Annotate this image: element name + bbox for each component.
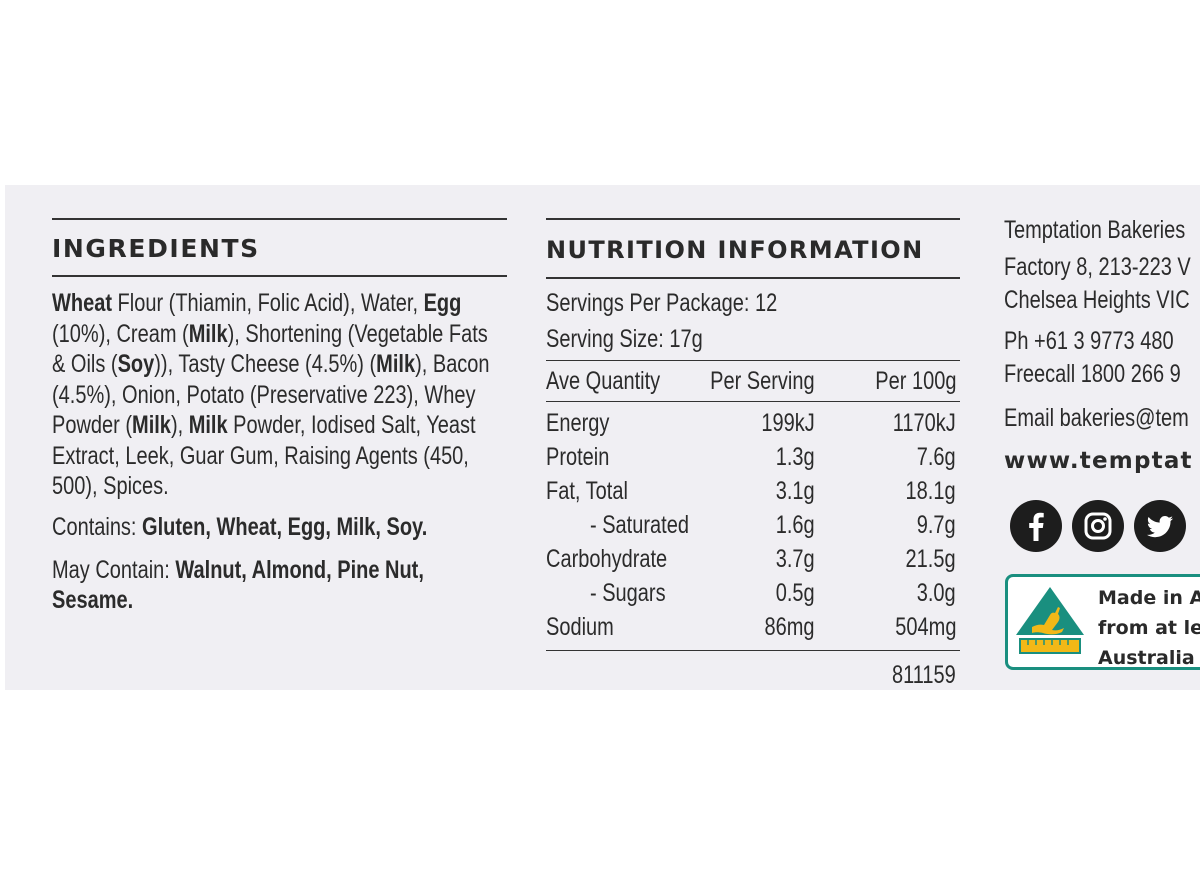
column-header-per-serving: Per Serving	[710, 367, 816, 395]
nutrient-per-100g: 18.1g	[905, 477, 956, 505]
company-address-line-2: Chelsea Heights VIC	[1004, 286, 1190, 314]
may-contain-statement-cont: Sesame.	[52, 586, 134, 614]
nutrient-per-serving: 1.6g	[776, 511, 815, 539]
product-code: 811159	[892, 661, 956, 689]
company-freecall: Freecall 1800 266 9	[1004, 360, 1181, 388]
nutrient-name: - Sugars	[590, 579, 666, 607]
nutrient-per-100g: 9.7g	[917, 511, 956, 539]
company-name: Temptation Bakeries	[1004, 216, 1186, 244]
ingredients-line: Extract, Leek, Guar Gum, Raising Agents …	[52, 441, 469, 470]
nutrition-heading-rule	[546, 277, 960, 279]
ingredients-line: & Oils (Soy)), Tasty Cheese (4.5%) (Milk…	[52, 350, 490, 378]
ingredients-heading: INGREDIENTS	[52, 234, 260, 263]
nutrient-name: Energy	[546, 409, 610, 437]
product-label-panel	[5, 185, 1200, 690]
column-header-ave-quantity: Ave Quantity	[546, 367, 661, 395]
nutrient-per-100g: 21.5g	[905, 545, 956, 573]
made-in-australia-badge: Made in A from at le Australia	[1005, 574, 1200, 670]
made-in-line-1: Made in A	[1098, 587, 1200, 609]
ingredients-line: Wheat Flour (Thiamin, Folic Acid), Water…	[52, 289, 462, 317]
nutrition-serving-rule	[546, 360, 960, 361]
twitter-icon	[1134, 500, 1186, 552]
instagram-icon	[1072, 500, 1124, 552]
nutrient-per-serving: 86mg	[764, 613, 815, 641]
nutrient-name: Carbohydrate	[546, 545, 668, 573]
ingredients-line: Powder (Milk), Milk Powder, Iodised Salt…	[52, 411, 476, 439]
nutrient-per-serving: 199kJ	[761, 409, 815, 437]
nutrient-per-100g: 3.0g	[917, 579, 956, 607]
column-header-per-100g: Per 100g	[874, 367, 956, 395]
contains-statement: Contains: Gluten, Wheat, Egg, Milk, Soy.	[52, 513, 428, 541]
nutrient-name: - Saturated	[590, 511, 689, 539]
ingredients-line: 500), Spices.	[52, 472, 169, 500]
nutrition-bottom-rule	[546, 650, 960, 651]
serving-size: Serving Size: 17g	[546, 325, 703, 353]
made-in-line-2: from at le	[1098, 617, 1200, 639]
made-in-line-3: Australia	[1098, 647, 1195, 669]
ingredients-line: (4.5%), Onion, Potato (Preservative 223)…	[52, 380, 476, 409]
nutrient-per-serving: 3.1g	[776, 477, 815, 505]
nutrient-per-100g: 504mg	[894, 613, 956, 641]
ingredients-line: (10%), Cream (Milk), Shortening (Vegetab…	[52, 319, 488, 348]
nutrition-header-rule	[546, 401, 960, 402]
nutrient-name: Sodium	[546, 613, 614, 641]
nutrition-top-rule	[546, 218, 960, 220]
may-contain-statement: May Contain: Walnut, Almond, Pine Nut,	[52, 556, 424, 584]
australian-made-kangaroo-icon	[1016, 587, 1084, 654]
nutrient-per-100g: 7.6g	[917, 443, 956, 471]
nutrient-name: Protein	[546, 443, 610, 471]
nutrient-per-serving: 0.5g	[776, 579, 815, 607]
company-website: www.temptat	[1004, 448, 1193, 474]
ingredients-heading-rule	[52, 275, 507, 277]
ingredients-top-rule	[52, 218, 507, 220]
nutrient-per-serving: 1.3g	[776, 443, 815, 471]
nutrient-name: Fat, Total	[546, 477, 628, 505]
nutrient-per-serving: 3.7g	[776, 545, 815, 573]
facebook-icon	[1010, 500, 1062, 552]
nutrition-heading: NUTRITION INFORMATION	[546, 236, 924, 264]
nutrient-per-100g: 1170kJ	[892, 409, 956, 437]
company-phone: Ph +61 3 9773 480	[1004, 327, 1174, 355]
company-address-line-1: Factory 8, 213-223 V	[1004, 253, 1191, 281]
company-email: Email bakeries@tem	[1004, 404, 1189, 432]
servings-per-package: Servings Per Package: 12	[546, 289, 778, 317]
